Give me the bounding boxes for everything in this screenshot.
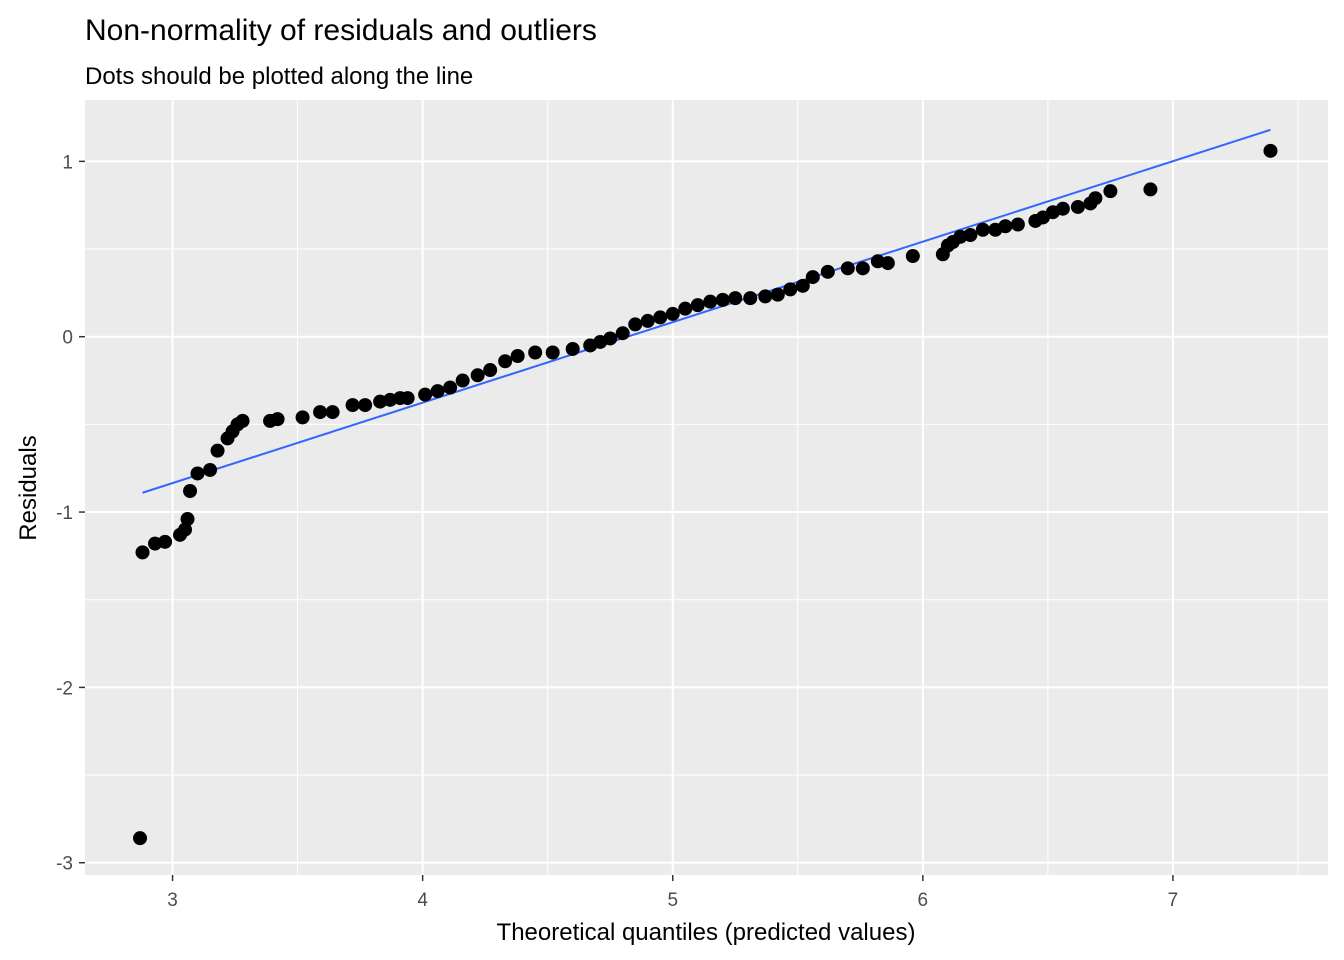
data-point bbox=[855, 261, 870, 276]
data-point bbox=[728, 291, 743, 306]
data-point bbox=[905, 249, 920, 264]
data-point bbox=[795, 278, 810, 293]
x-tick-label: 4 bbox=[417, 890, 428, 911]
data-point bbox=[430, 384, 445, 399]
data-point bbox=[178, 522, 193, 537]
data-point bbox=[295, 410, 310, 425]
data-point bbox=[1103, 184, 1118, 199]
x-tick-label: 3 bbox=[167, 890, 178, 911]
data-point bbox=[158, 534, 173, 549]
data-point bbox=[783, 282, 798, 297]
chart-subtitle: Dots should be plotted along the line bbox=[85, 63, 473, 90]
data-point bbox=[615, 326, 630, 341]
data-point bbox=[805, 270, 820, 285]
data-point bbox=[603, 331, 618, 346]
data-point bbox=[665, 306, 680, 321]
data-point bbox=[963, 228, 978, 243]
data-point bbox=[133, 831, 148, 846]
data-point bbox=[820, 264, 835, 279]
y-tick-label: -2 bbox=[56, 678, 73, 699]
data-point bbox=[545, 345, 560, 360]
data-point bbox=[418, 387, 433, 402]
data-point bbox=[1070, 199, 1085, 214]
data-point bbox=[565, 341, 580, 356]
chart-title: Non-normality of residuals and outliers bbox=[85, 14, 597, 47]
x-axis: 3 4 5 6 7 bbox=[167, 875, 1178, 911]
y-tick-label: 0 bbox=[62, 328, 73, 349]
y-tick-label: -3 bbox=[56, 854, 73, 875]
data-point bbox=[1088, 191, 1103, 206]
data-point bbox=[998, 219, 1013, 234]
data-point bbox=[190, 466, 205, 481]
data-point bbox=[135, 545, 150, 560]
data-point bbox=[758, 289, 773, 304]
major-gridlines bbox=[85, 100, 1328, 875]
data-point bbox=[743, 291, 758, 306]
data-point bbox=[640, 313, 655, 328]
data-point bbox=[703, 294, 718, 309]
data-point bbox=[653, 310, 668, 325]
data-point bbox=[975, 222, 990, 237]
x-axis-title: Theoretical quantiles (predicted values) bbox=[497, 919, 916, 946]
data-point bbox=[678, 301, 693, 316]
x-tick-label: 6 bbox=[918, 890, 929, 911]
data-point bbox=[345, 398, 360, 413]
data-point bbox=[358, 398, 373, 413]
data-point bbox=[528, 345, 543, 360]
data-point bbox=[183, 484, 198, 499]
data-point bbox=[628, 317, 643, 332]
data-point bbox=[1010, 217, 1025, 232]
x-tick-label: 7 bbox=[1168, 890, 1179, 911]
reference-line bbox=[142, 128, 1271, 494]
minor-gridlines bbox=[85, 100, 1328, 875]
x-tick-label: 5 bbox=[667, 890, 678, 911]
data-point bbox=[235, 413, 250, 428]
data-point bbox=[210, 443, 225, 458]
y-axis: -3 -2 -1 0 1 bbox=[56, 152, 85, 875]
data-point bbox=[1143, 182, 1158, 197]
data-point bbox=[443, 380, 458, 395]
data-point bbox=[483, 363, 498, 378]
data-point bbox=[840, 261, 855, 276]
data-point bbox=[498, 354, 513, 369]
data-point bbox=[880, 256, 895, 271]
data-point bbox=[180, 512, 195, 527]
data-point bbox=[470, 368, 485, 383]
data-point bbox=[313, 405, 328, 420]
y-tick-label: 1 bbox=[62, 152, 73, 173]
data-point bbox=[203, 462, 218, 477]
y-tick-label: -1 bbox=[56, 503, 73, 524]
data-point bbox=[270, 412, 285, 427]
data-point bbox=[510, 348, 525, 363]
data-points bbox=[133, 143, 1278, 846]
y-axis-title: Residuals bbox=[15, 435, 42, 540]
data-point bbox=[400, 391, 415, 406]
data-point bbox=[455, 373, 470, 388]
data-point bbox=[1055, 201, 1070, 216]
data-point bbox=[690, 298, 705, 313]
data-point bbox=[1263, 143, 1278, 158]
data-point bbox=[325, 405, 340, 420]
data-point bbox=[770, 287, 785, 302]
data-point bbox=[715, 292, 730, 307]
plot-panel bbox=[85, 100, 1328, 875]
